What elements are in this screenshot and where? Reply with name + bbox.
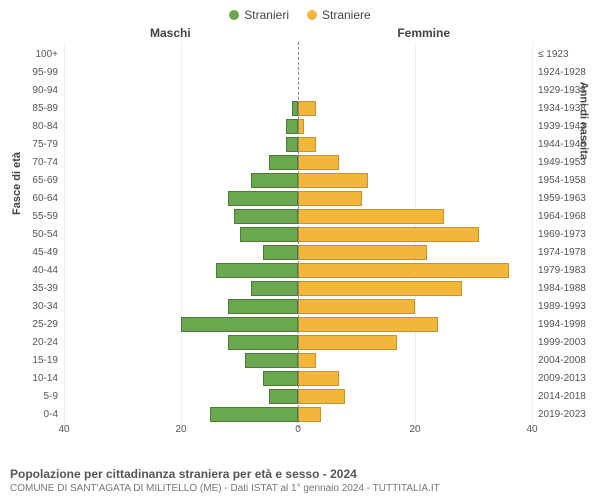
age-label: 85-89 <box>32 103 58 114</box>
birth-year-label: 1934-1938 <box>538 103 586 114</box>
bar-female <box>298 173 368 188</box>
bar-male <box>228 299 298 314</box>
legend-label-male: Stranieri <box>244 8 289 22</box>
birth-year-label: 1974-1978 <box>538 247 586 258</box>
birth-year-label: 1964-1968 <box>538 211 586 222</box>
x-tick: 20 <box>175 424 186 435</box>
plot-area: 100+≤ 192395-991924-192890-941929-193385… <box>64 42 532 428</box>
legend-item-male: Stranieri <box>229 8 289 22</box>
legend-item-female: Straniere <box>307 8 371 22</box>
bar-male <box>286 119 298 134</box>
age-label: 45-49 <box>32 247 58 258</box>
birth-year-label: 1944-1948 <box>538 139 586 150</box>
age-label: 50-54 <box>32 229 58 240</box>
birth-year-label: 2019-2023 <box>538 409 586 420</box>
side-headers: Maschi Femmine <box>0 26 600 40</box>
age-label: 90-94 <box>32 85 58 96</box>
bar-female <box>298 209 444 224</box>
bar-male <box>286 137 298 152</box>
birth-year-label: 1989-1993 <box>538 301 586 312</box>
bar-female <box>298 137 316 152</box>
age-label: 95-99 <box>32 67 58 78</box>
legend-label-female: Straniere <box>322 8 371 22</box>
age-label: 25-29 <box>32 319 58 330</box>
bar-male <box>263 245 298 260</box>
bar-female <box>298 245 427 260</box>
birth-year-label: 1939-1943 <box>538 121 586 132</box>
bar-female <box>298 407 321 422</box>
age-label: 10-14 <box>32 373 58 384</box>
bar-male <box>181 317 298 332</box>
chart-footer: Popolazione per cittadinanza straniera p… <box>10 467 440 494</box>
bar-female <box>298 299 415 314</box>
bar-male <box>216 263 298 278</box>
age-label: 75-79 <box>32 139 58 150</box>
birth-year-label: 2014-2018 <box>538 391 586 402</box>
bar-female <box>298 389 345 404</box>
bar-female <box>298 263 509 278</box>
age-label: 0-4 <box>44 409 58 420</box>
x-tick: 40 <box>526 424 537 435</box>
bar-female <box>298 191 362 206</box>
population-pyramid-chart: Stranieri Straniere Maschi Femmine Fasce… <box>0 0 600 500</box>
birth-year-label: 1949-1953 <box>538 157 586 168</box>
age-label: 60-64 <box>32 193 58 204</box>
bar-male <box>251 173 298 188</box>
bar-male <box>251 281 298 296</box>
bar-female <box>298 101 316 116</box>
bar-male <box>245 353 298 368</box>
age-label: 80-84 <box>32 121 58 132</box>
bar-male <box>210 407 298 422</box>
bar-female <box>298 353 316 368</box>
bar-male <box>234 209 298 224</box>
bar-female <box>298 227 479 242</box>
age-label: 35-39 <box>32 283 58 294</box>
age-label: 15-19 <box>32 355 58 366</box>
age-label: 65-69 <box>32 175 58 186</box>
birth-year-label: 1984-1988 <box>538 283 586 294</box>
y-axis-left-title: Fasce di età <box>11 152 23 215</box>
age-label: 40-44 <box>32 265 58 276</box>
chart-subtitle: COMUNE DI SANT'AGATA DI MILITELLO (ME) -… <box>10 483 440 494</box>
bar-female <box>298 371 339 386</box>
header-female: Femmine <box>397 26 450 40</box>
bar-female <box>298 281 462 296</box>
birth-year-label: 1969-1973 <box>538 229 586 240</box>
chart-title: Popolazione per cittadinanza straniera p… <box>10 467 440 481</box>
age-label: 100+ <box>35 49 58 60</box>
bar-male <box>269 389 298 404</box>
age-label: 20-24 <box>32 337 58 348</box>
x-tick: 20 <box>409 424 420 435</box>
bar-male <box>263 371 298 386</box>
birth-year-label: 1999-2003 <box>538 337 586 348</box>
age-label: 70-74 <box>32 157 58 168</box>
bar-male <box>269 155 298 170</box>
birth-year-label: 2009-2013 <box>538 373 586 384</box>
center-axis <box>298 42 299 428</box>
age-label: 55-59 <box>32 211 58 222</box>
bar-female <box>298 317 438 332</box>
x-tick: 40 <box>58 424 69 435</box>
birth-year-label: ≤ 1923 <box>538 49 569 60</box>
header-male: Maschi <box>150 26 191 40</box>
bar-male <box>228 191 298 206</box>
birth-year-label: 1929-1933 <box>538 85 586 96</box>
birth-year-label: 1979-1983 <box>538 265 586 276</box>
gridline <box>532 42 533 428</box>
age-label: 30-34 <box>32 301 58 312</box>
birth-year-label: 2004-2008 <box>538 355 586 366</box>
age-label: 5-9 <box>44 391 58 402</box>
legend: Stranieri Straniere <box>0 8 600 22</box>
bar-male <box>228 335 298 350</box>
swatch-male <box>229 10 239 20</box>
birth-year-label: 1994-1998 <box>538 319 586 330</box>
bar-female <box>298 335 397 350</box>
bar-male <box>240 227 299 242</box>
swatch-female <box>307 10 317 20</box>
bar-female <box>298 155 339 170</box>
birth-year-label: 1954-1958 <box>538 175 586 186</box>
birth-year-label: 1959-1963 <box>538 193 586 204</box>
birth-year-label: 1924-1928 <box>538 67 586 78</box>
